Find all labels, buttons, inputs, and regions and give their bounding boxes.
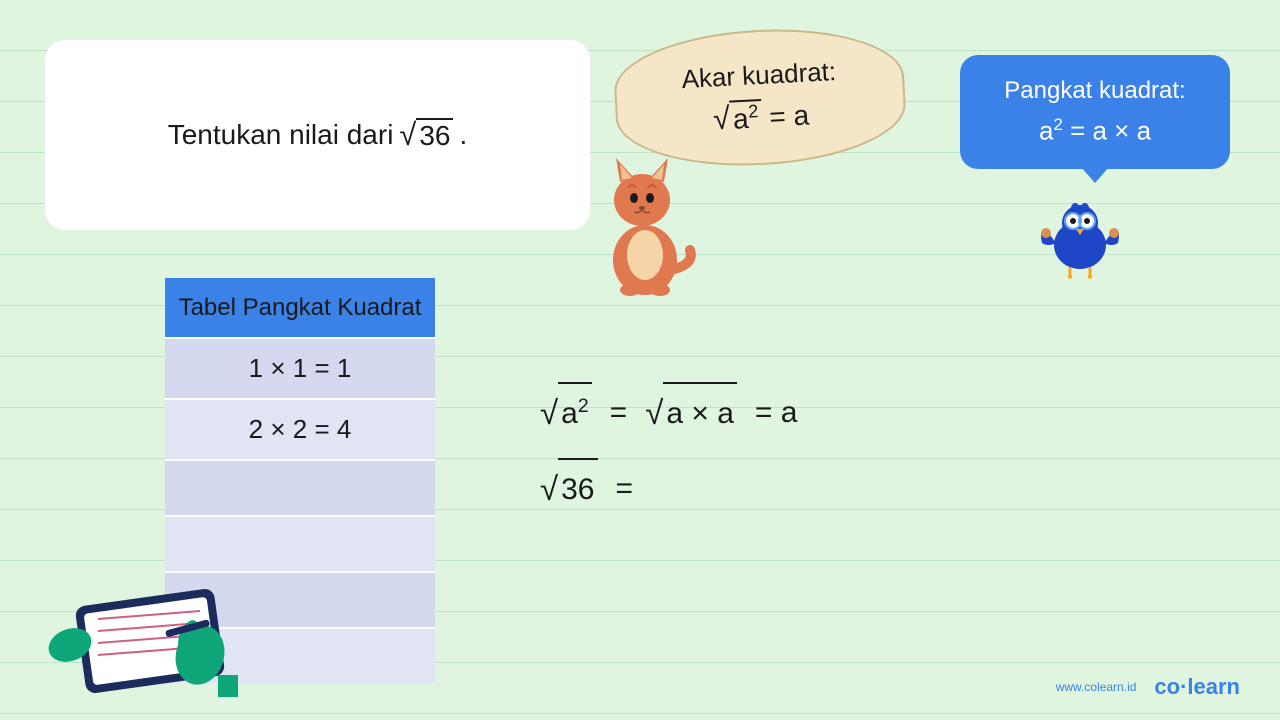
bubble-cream-formula: √a2 = a — [647, 93, 875, 141]
work-line-1: √a2 = √a × a = a — [540, 380, 797, 446]
work-line-2: √36 = — [540, 456, 797, 522]
table-header: Tabel Pangkat Kuadrat — [165, 278, 435, 337]
speech-bubble-blue: Pangkat kuadrat: a2 = a × a — [960, 55, 1230, 169]
bubble-cream-title: Akar kuadrat: — [645, 54, 872, 97]
footer-url: www.colearn.id — [1056, 680, 1137, 694]
bubble-blue-formula: a2 = a × a — [984, 115, 1206, 147]
sqrt-expression: √36 — [399, 117, 453, 153]
work-area: √a2 = √a × a = a √36 = — [540, 380, 797, 532]
bubble-blue-title: Pangkat kuadrat: — [984, 77, 1206, 105]
tablet-hands-icon — [40, 575, 250, 710]
footer: www.colearn.id co·learn — [1056, 674, 1240, 700]
footer-logo: co·learn — [1154, 674, 1240, 700]
question-prefix: Tentukan nilai dari — [168, 119, 394, 151]
table-row: 1 × 1 = 1 — [165, 337, 435, 398]
question-suffix: . — [459, 119, 467, 151]
question-text: Tentukan nilai dari √36 . — [168, 117, 468, 153]
table-row: 2 × 2 = 4 — [165, 398, 435, 459]
table-row — [165, 459, 435, 515]
cat-icon — [590, 140, 700, 305]
bird-icon — [1030, 195, 1130, 290]
question-card: Tentukan nilai dari √36 . — [45, 40, 590, 230]
table-row — [165, 515, 435, 571]
